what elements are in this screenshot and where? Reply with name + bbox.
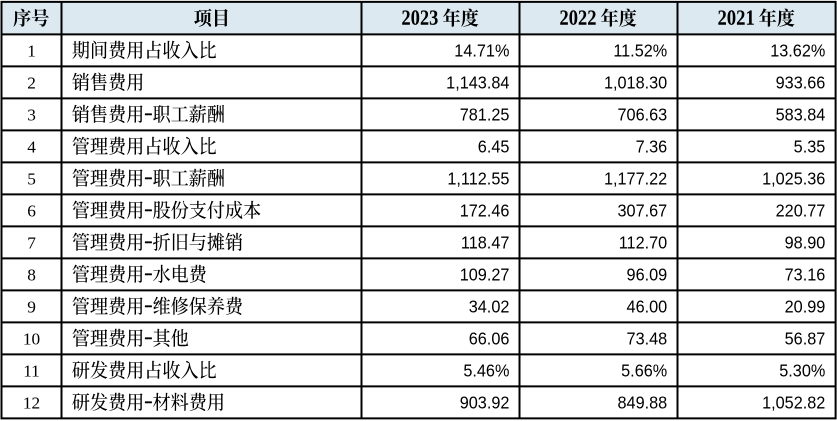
svg-text:5.66%: 5.66% xyxy=(621,361,667,381)
svg-text:34.02: 34.02 xyxy=(469,297,510,317)
svg-text:112.70: 112.70 xyxy=(619,233,667,253)
svg-text:6: 6 xyxy=(27,202,36,221)
svg-text:118.47: 118.47 xyxy=(461,233,509,253)
svg-text:1,112.55: 1,112.55 xyxy=(447,169,509,189)
svg-text:73.16: 73.16 xyxy=(785,265,826,285)
svg-text:10: 10 xyxy=(23,330,40,349)
svg-text:5: 5 xyxy=(27,170,36,189)
svg-text:109.27: 109.27 xyxy=(460,265,510,285)
svg-text:1,025.36: 1,025.36 xyxy=(762,169,825,189)
svg-text:1: 1 xyxy=(27,42,36,61)
svg-text:9: 9 xyxy=(27,298,36,317)
svg-text:14.71%: 14.71% xyxy=(454,41,509,61)
svg-text:5.46%: 5.46% xyxy=(463,361,509,381)
svg-text:307.67: 307.67 xyxy=(618,201,668,221)
svg-text:220.77: 220.77 xyxy=(776,201,826,221)
svg-text:706.63: 706.63 xyxy=(618,105,668,125)
svg-text:583.84: 583.84 xyxy=(776,105,826,125)
svg-text:66.06: 66.06 xyxy=(469,329,510,349)
svg-text:1,143.84: 1,143.84 xyxy=(446,73,509,93)
svg-text:1,018.30: 1,018.30 xyxy=(604,73,667,93)
svg-text:781.25: 781.25 xyxy=(460,105,510,125)
svg-text:172.46: 172.46 xyxy=(460,201,510,221)
svg-text:7: 7 xyxy=(27,234,36,253)
svg-text:96.09: 96.09 xyxy=(627,265,668,285)
svg-text:56.87: 56.87 xyxy=(785,329,826,349)
svg-text:849.88: 849.88 xyxy=(618,393,668,413)
svg-text:5.35: 5.35 xyxy=(794,137,826,157)
svg-text:3: 3 xyxy=(27,106,36,125)
svg-text:6.45: 6.45 xyxy=(478,137,510,157)
svg-text:20.99: 20.99 xyxy=(785,297,826,317)
svg-text:73.48: 73.48 xyxy=(627,329,668,349)
svg-text:98.90: 98.90 xyxy=(785,233,826,253)
svg-text:4: 4 xyxy=(27,138,36,157)
svg-text:903.92: 903.92 xyxy=(460,393,510,413)
svg-text:933.66: 933.66 xyxy=(776,73,826,93)
svg-text:46.00: 46.00 xyxy=(627,297,668,317)
svg-text:7.36: 7.36 xyxy=(636,137,668,157)
svg-text:1,177.22: 1,177.22 xyxy=(604,169,667,189)
svg-text:5.30%: 5.30% xyxy=(779,361,825,381)
svg-text:2: 2 xyxy=(27,74,36,93)
svg-text:11.52%: 11.52% xyxy=(613,41,667,61)
svg-text:11: 11 xyxy=(23,362,40,381)
svg-text:8: 8 xyxy=(27,266,36,285)
svg-text:1,052.82: 1,052.82 xyxy=(762,393,825,413)
svg-text:13.62%: 13.62% xyxy=(770,41,825,61)
svg-text:12: 12 xyxy=(23,394,40,413)
